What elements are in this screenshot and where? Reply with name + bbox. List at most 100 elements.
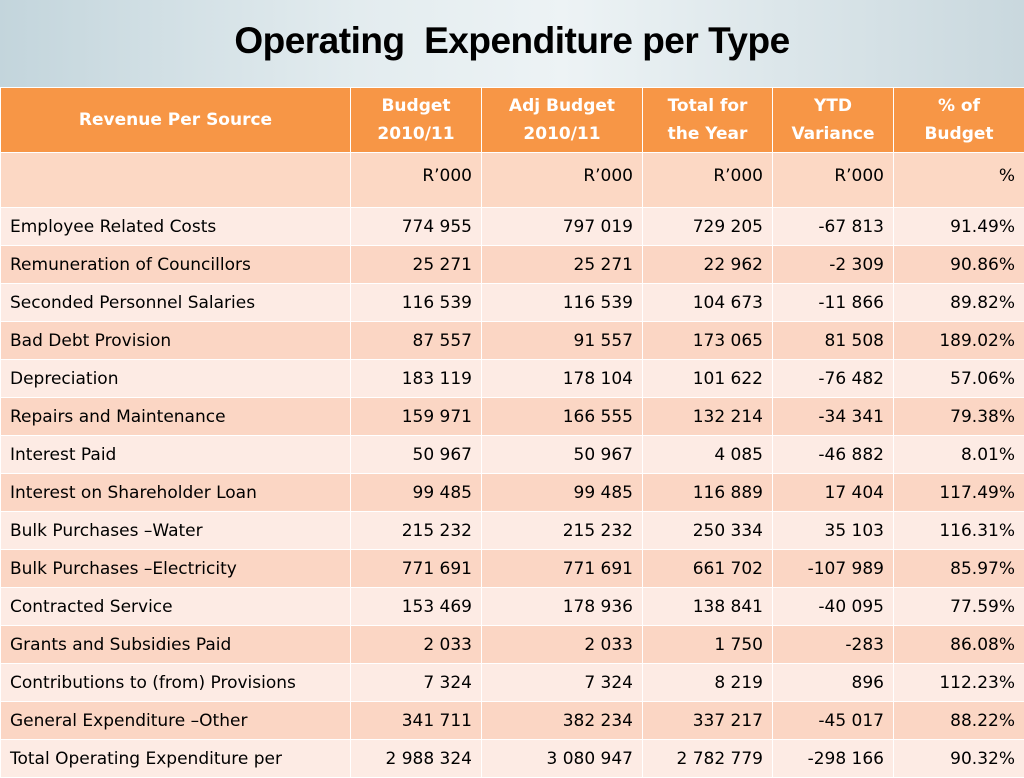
percent-cell: 90.32% — [894, 740, 1024, 778]
units-row: R’000 R’000 R’000 R’000 % — [1, 153, 1024, 208]
row-label: Interest on Shareholder Loan — [1, 474, 351, 512]
budget-cell: 771 691 — [351, 550, 482, 588]
header-percent-of-budget: % of Budget — [894, 88, 1024, 153]
row-label: Bulk Purchases –Water — [1, 512, 351, 550]
budget-cell: 50 967 — [351, 436, 482, 474]
adj-budget-cell: 178 104 — [482, 360, 643, 398]
expenditure-table: Revenue Per Source Budget 2010/11 Adj Bu… — [0, 87, 1024, 778]
variance-cell: -2 309 — [773, 246, 894, 284]
row-label: Repairs and Maintenance — [1, 398, 351, 436]
row-label: Contributions to (from) Provisions — [1, 664, 351, 702]
variance-cell: -67 813 — [773, 208, 894, 246]
percent-cell: 89.82% — [894, 284, 1024, 322]
percent-cell: 116.31% — [894, 512, 1024, 550]
percent-cell: 112.23% — [894, 664, 1024, 702]
adj-budget-cell: 382 234 — [482, 702, 643, 740]
row-label: Remuneration of Councillors — [1, 246, 351, 284]
row-label: Employee Related Costs — [1, 208, 351, 246]
budget-cell: 774 955 — [351, 208, 482, 246]
total-cell: 2 782 779 — [643, 740, 773, 778]
budget-cell: 341 711 — [351, 702, 482, 740]
adj-budget-cell: 178 936 — [482, 588, 643, 626]
total-cell: 729 205 — [643, 208, 773, 246]
adj-budget-cell: 99 485 — [482, 474, 643, 512]
header-total-for-year: Total for the Year — [643, 88, 773, 153]
budget-cell: 159 971 — [351, 398, 482, 436]
percent-cell: 57.06% — [894, 360, 1024, 398]
total-cell: 661 702 — [643, 550, 773, 588]
percent-cell: 90.86% — [894, 246, 1024, 284]
variance-cell: -283 — [773, 626, 894, 664]
variance-cell: 35 103 — [773, 512, 894, 550]
variance-cell: 17 404 — [773, 474, 894, 512]
percent-cell: 77.59% — [894, 588, 1024, 626]
variance-cell: 896 — [773, 664, 894, 702]
row-label: Depreciation — [1, 360, 351, 398]
budget-cell: 183 119 — [351, 360, 482, 398]
adj-budget-cell: 50 967 — [482, 436, 643, 474]
unit-cell: R’000 — [351, 153, 482, 208]
header-adj-budget: Adj Budget 2010/11 — [482, 88, 643, 153]
header-ytd-variance: YTD Variance — [773, 88, 894, 153]
row-label: General Expenditure –Other — [1, 702, 351, 740]
percent-cell: 189.02% — [894, 322, 1024, 360]
percent-cell: 79.38% — [894, 398, 1024, 436]
total-cell: 22 962 — [643, 246, 773, 284]
total-cell: 8 219 — [643, 664, 773, 702]
variance-cell: -107 989 — [773, 550, 894, 588]
percent-cell: 86.08% — [894, 626, 1024, 664]
header-budget: Budget 2010/11 — [351, 88, 482, 153]
budget-cell: 153 469 — [351, 588, 482, 626]
budget-cell: 25 271 — [351, 246, 482, 284]
adj-budget-cell: 3 080 947 — [482, 740, 643, 778]
row-label: Contracted Service — [1, 588, 351, 626]
unit-cell: R’000 — [773, 153, 894, 208]
percent-cell: 117.49% — [894, 474, 1024, 512]
adj-budget-cell: 2 033 — [482, 626, 643, 664]
unit-cell: % — [894, 153, 1024, 208]
variance-cell: -40 095 — [773, 588, 894, 626]
budget-cell: 7 324 — [351, 664, 482, 702]
budget-cell: 2 033 — [351, 626, 482, 664]
adj-budget-cell: 166 555 — [482, 398, 643, 436]
variance-cell: -11 866 — [773, 284, 894, 322]
total-cell: 132 214 — [643, 398, 773, 436]
total-cell: 4 085 — [643, 436, 773, 474]
header-revenue-per-source: Revenue Per Source — [1, 88, 351, 153]
total-cell: 138 841 — [643, 588, 773, 626]
adj-budget-cell: 797 019 — [482, 208, 643, 246]
variance-cell: -76 482 — [773, 360, 894, 398]
adj-budget-cell: 215 232 — [482, 512, 643, 550]
slide-title: Operating Expenditure per Type — [0, 20, 1024, 62]
budget-cell: 99 485 — [351, 474, 482, 512]
budget-cell: 215 232 — [351, 512, 482, 550]
budget-cell: 116 539 — [351, 284, 482, 322]
total-cell: 116 889 — [643, 474, 773, 512]
row-label: Seconded Personnel Salaries — [1, 284, 351, 322]
adj-budget-cell: 771 691 — [482, 550, 643, 588]
variance-cell: 81 508 — [773, 322, 894, 360]
variance-cell: -46 882 — [773, 436, 894, 474]
row-label: Grants and Subsidies Paid — [1, 626, 351, 664]
row-label: Bulk Purchases –Electricity — [1, 550, 351, 588]
percent-cell: 8.01% — [894, 436, 1024, 474]
budget-cell: 87 557 — [351, 322, 482, 360]
table-header-row: Revenue Per Source Budget 2010/11 Adj Bu… — [1, 88, 1024, 153]
total-cell: 173 065 — [643, 322, 773, 360]
unit-cell: R’000 — [482, 153, 643, 208]
unit-cell: R’000 — [643, 153, 773, 208]
percent-cell: 91.49% — [894, 208, 1024, 246]
variance-cell: -45 017 — [773, 702, 894, 740]
total-cell: 250 334 — [643, 512, 773, 550]
adj-budget-cell: 91 557 — [482, 322, 643, 360]
